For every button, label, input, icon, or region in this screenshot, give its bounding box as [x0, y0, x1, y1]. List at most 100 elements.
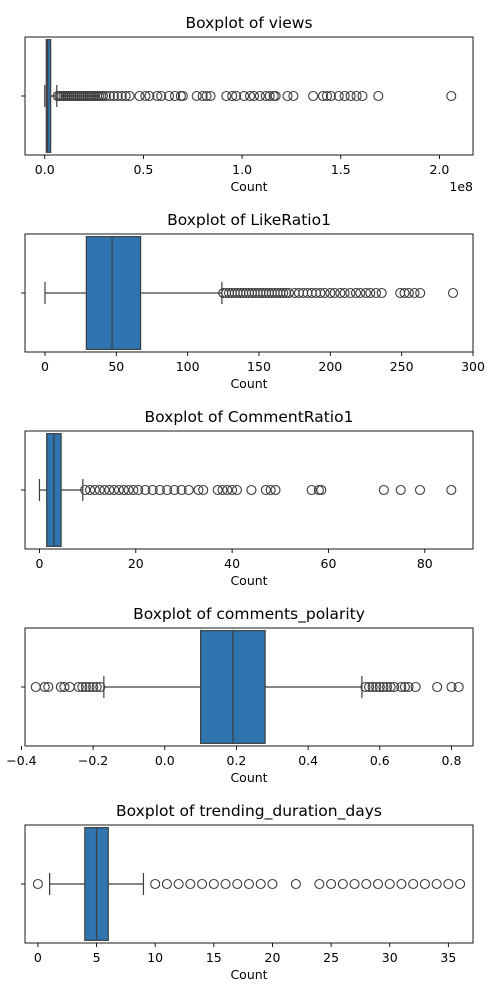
outlier-point [315, 287, 326, 299]
outlier-point [201, 90, 212, 102]
outlier-point [197, 90, 208, 102]
x-tick-label: 0.8 [442, 753, 462, 768]
outlier-point [175, 90, 186, 102]
outlier-point [77, 681, 88, 693]
outlier-point [410, 681, 421, 693]
outlier-point [118, 484, 129, 496]
outlier-point [198, 484, 209, 496]
outlier-point [395, 484, 406, 496]
x-tick-label: 250 [390, 359, 414, 374]
outlier-point [288, 90, 299, 102]
outlier-point [94, 484, 105, 496]
outlier-point [154, 484, 165, 496]
outlier-point [370, 287, 382, 299]
x-tick-label: 200 [318, 359, 342, 374]
outlier-point [162, 484, 173, 496]
outlier-point [128, 484, 139, 496]
outlier-point [389, 681, 400, 693]
outlier-point [222, 484, 233, 496]
outlier-point [446, 681, 457, 693]
x-tick-label: 0.0 [155, 753, 175, 768]
outlier-point [246, 484, 257, 496]
chart-title: Boxplot of trending_duration_days [116, 802, 382, 821]
outlier-point [414, 484, 426, 496]
outlier-point [84, 484, 96, 496]
outlier-point [376, 287, 387, 299]
outlier-point [220, 878, 231, 890]
outlier-point [120, 90, 131, 102]
outlier-point [232, 878, 243, 890]
x-tick-label: 15 [206, 950, 222, 965]
x-tick-label: 0 [34, 950, 42, 965]
outlier-point [367, 681, 378, 693]
x-tick-label: 0 [41, 359, 49, 374]
outlier-point [193, 484, 204, 496]
outlier-point [270, 90, 281, 102]
outlier-point [150, 878, 161, 890]
x-tick-label: 150 [247, 359, 271, 374]
outlier-point [164, 90, 175, 102]
outlier-point [399, 287, 410, 299]
outlier-point [351, 90, 362, 102]
x-tick-label: 0.6 [370, 753, 390, 768]
outlier-point [313, 484, 324, 496]
outlier-point [360, 681, 371, 693]
outlier-point [321, 90, 333, 102]
outlier-point [357, 90, 368, 102]
outlier-point [267, 878, 278, 890]
outlier-point [378, 681, 389, 693]
iqr-box [45, 39, 52, 153]
outlier-point [248, 90, 259, 102]
x-axis-label: Count [230, 376, 267, 391]
outlier-point [290, 878, 301, 890]
outlier-point [360, 287, 372, 299]
outlier-point [183, 484, 194, 496]
outlier-point [161, 878, 172, 890]
x-tick-label: 1.0 [232, 162, 252, 177]
x-tick-label: 100 [176, 359, 200, 374]
x-tick-label: 35 [440, 950, 456, 965]
x-tick-label: 5 [93, 950, 101, 965]
outlier-point [89, 484, 100, 496]
outlier-point [169, 484, 180, 496]
outlier-point [325, 287, 336, 299]
outlier-point [306, 484, 317, 496]
outlier-point [415, 287, 426, 299]
outlier-point [339, 90, 350, 102]
outlier-point [124, 90, 135, 102]
outlier-point [231, 90, 242, 102]
outlier-point [446, 90, 457, 102]
outlier-point [134, 90, 145, 102]
outlier-point [43, 681, 54, 693]
outlier-point [185, 878, 196, 890]
outlier-point [205, 90, 216, 102]
x-tick-label: −0.2 [78, 753, 108, 768]
outlier-point [378, 484, 389, 496]
outlier-point [337, 878, 348, 890]
outlier-point [243, 878, 255, 890]
x-tick-label: 80 [417, 556, 433, 571]
x-tick-label: 0.4 [298, 753, 318, 768]
outlier-point [365, 287, 376, 299]
outlier-point [432, 681, 443, 693]
chart-title: Boxplot of comments_polarity [133, 605, 365, 624]
outlier-point [431, 878, 442, 890]
x-tick-label: 40 [224, 556, 240, 571]
outlier-point [80, 681, 91, 693]
x-axis-label: Count [230, 770, 267, 785]
outlier-point [112, 90, 123, 102]
outlier-point [399, 681, 410, 693]
outlier-point [408, 878, 419, 890]
outlier-point [169, 90, 181, 102]
outlier-point [355, 287, 366, 299]
boxplot-panel-1: Boxplot of views 0.0 0.5 1.0 1.5 2.0 Count 1e8 [21, 14, 474, 194]
outlier-point [396, 878, 407, 890]
outlier-point [265, 484, 276, 496]
outlier-point [345, 90, 356, 102]
outlier-point [403, 681, 414, 693]
outlier-point [384, 878, 395, 890]
x-tick-label: 0.0 [35, 162, 55, 177]
outlier-point [113, 484, 124, 496]
outlier-point [264, 90, 275, 102]
